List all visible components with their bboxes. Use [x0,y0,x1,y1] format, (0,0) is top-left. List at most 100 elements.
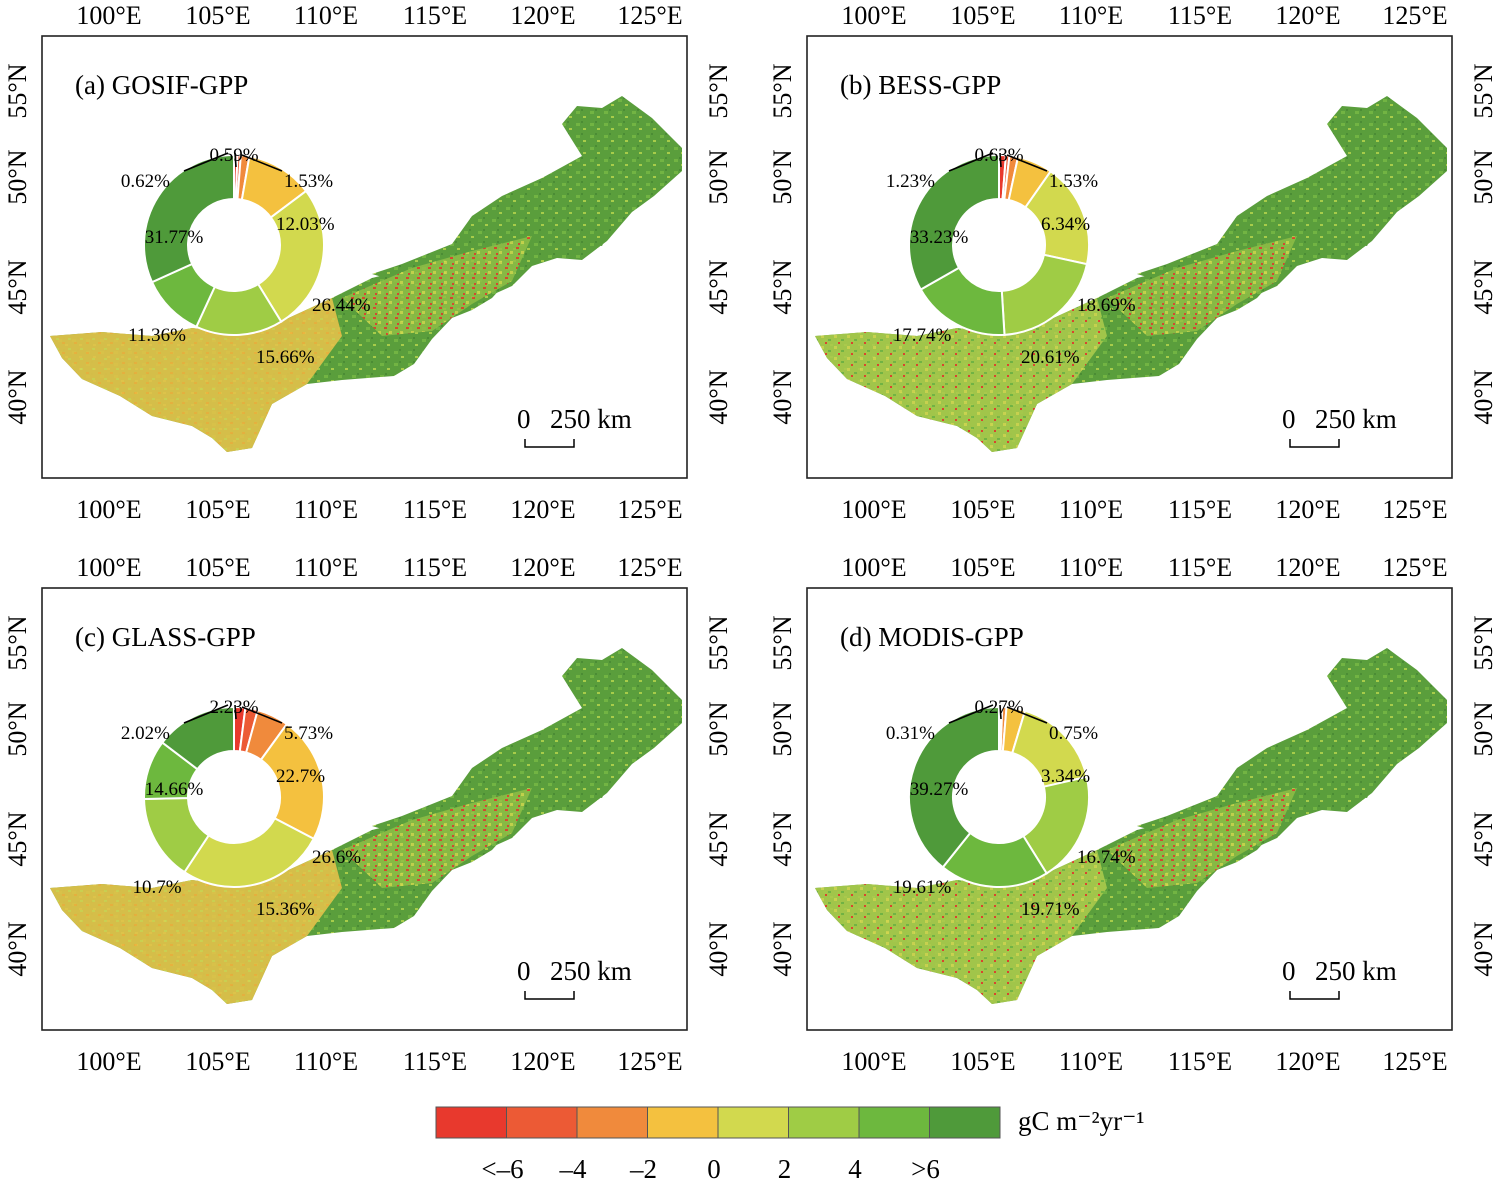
bottom-lon-tick: 110°E [1059,495,1123,524]
right-lat-tick: 45°N [704,811,733,866]
slice-label: 14.66% [145,779,204,800]
right-lat-tick: 50°N [1469,149,1498,204]
colorbar-tick-labels: <–6 –4 –2 0 2 4 >6 [481,1154,939,1183]
study-region-map [50,648,682,1004]
colorbar-swatch [435,1106,507,1139]
slice-label: 17.74% [893,325,952,346]
slice-label: 22.7% [276,766,325,787]
colorbar-swatch [788,1106,860,1139]
right-lat-tick: 55°N [1469,63,1498,118]
bottom-lon-tick: 120°E [510,1047,575,1076]
bottom-lon-tick: 110°E [1059,1047,1123,1076]
colorbar-tick-label: 4 [848,1154,862,1183]
panel-d: 100°E 100°E 105°E 105°E 110°E 110°E 115°E 115°E… [768,553,1498,1076]
left-lat-tick: 50°N [3,149,32,204]
slice-label: 10.7% [132,877,181,898]
right-lat-tick: 40°N [704,369,733,424]
top-lon-tick: 120°E [510,553,575,582]
colorbar-tick-label: –2 [629,1154,657,1183]
left-lat-tick: 55°N [768,615,797,670]
top-lon-tick: 100°E [841,1,906,30]
left-lat-tick: 45°N [3,811,32,866]
colorbar-swatch [717,1106,789,1139]
left-lat-tick: 45°N [768,811,797,866]
bottom-lon-tick: 105°E [950,495,1015,524]
right-lat-tick: 50°N [704,149,733,204]
top-lon-tick: 120°E [1275,553,1340,582]
slice-label: 3.34% [1041,766,1090,787]
slice-label: 18.69% [1077,295,1136,316]
bottom-lon-tick: 105°E [185,1047,250,1076]
slice-label: 15.66% [256,347,315,368]
region-central-steppe [1107,788,1297,888]
region-west-arid [815,850,1107,1004]
right-lat-tick: 40°N [1469,369,1498,424]
region-central-steppe [342,788,532,888]
bottom-lon-tick: 115°E [403,1047,467,1076]
top-lon-tick: 125°E [1382,553,1447,582]
ring-slice-gt6 [143,153,235,284]
bottom-lon-tick: 100°E [841,1047,906,1076]
slice-label: 20.61% [1021,347,1080,368]
left-lat-tick: 40°N [768,921,797,976]
top-lon-tick: 115°E [403,1,467,30]
bottom-lon-tick: 115°E [1168,495,1232,524]
bottom-lon-tick: 125°E [1382,495,1447,524]
scale-bar-label: 250 km [1315,404,1397,434]
bottom-lon-tick: 110°E [294,1047,358,1076]
slice-label: 6.34% [1041,214,1090,235]
colorbar-tick-label: <–6 [481,1154,523,1183]
right-lat-tick: 40°N [704,921,733,976]
scale-bar-label: 250 km [550,956,632,986]
colorbar-swatch [929,1106,1001,1139]
ring-chart: 1.23% 0.63% 1.53% 6.34% 18.69% 20.61% 17.74% 33… [886,145,1136,368]
bottom-lon-tick: 120°E [1275,495,1340,524]
colorbar: <–6 –4 –2 0 2 4 >6 gC m⁻²yr⁻¹ [435,1106,1144,1183]
right-lat-tick: 50°N [1469,701,1498,756]
right-lat-tick: 45°N [1469,259,1498,314]
bottom-lon-tick: 105°E [950,1047,1015,1076]
region-west-arid [50,850,342,1004]
slice-label: 39.27% [910,779,969,800]
slice-leader-line [183,704,229,724]
slice-label: 5.73% [284,723,333,744]
top-lon-tick: 115°E [403,553,467,582]
scale-bar-zero: 0 [1282,404,1296,434]
slice-leader-line [999,152,1002,168]
colorbar-tick-label: 0 [707,1154,721,1183]
slice-leader-line [1006,154,1048,172]
top-lon-tick: 105°E [950,553,1015,582]
slice-label: 2.23% [209,697,258,718]
bottom-lon-tick: 115°E [403,495,467,524]
ring-slice-0-2 [256,189,325,323]
left-lat-tick: 45°N [768,259,797,314]
right-lat-tick: 55°N [704,615,733,670]
top-lon-tick: 110°E [294,553,358,582]
slice-leader-line [241,154,283,172]
bottom-lon-tick: 125°E [617,1047,682,1076]
colorbar-tick-label: –4 [559,1154,588,1183]
colorbar-swatches [435,1106,1001,1139]
slice-label: 0.62% [121,171,170,192]
bottom-lon-tick: 110°E [294,495,358,524]
panel-b: 100°E 100°E 105°E 105°E 110°E 110°E 115°E 115°E… [768,1,1498,524]
left-lat-tick: 50°N [768,149,797,204]
slice-label: 0.63% [974,145,1023,166]
slice-label: 0.27% [974,697,1023,718]
bottom-lon-tick: 115°E [1168,1047,1232,1076]
ring-chart: 0.31% 0.27% 0.75% 3.34% 16.74% 19.71% 19.61% 39… [886,697,1136,920]
bottom-lon-tick: 120°E [510,495,575,524]
slice-label: 15.36% [256,899,315,920]
colorbar-unit: gC m⁻²yr⁻¹ [1018,1106,1144,1136]
top-lon-tick: 125°E [617,1,682,30]
scale-bar-zero: 0 [1282,956,1296,986]
slice-leader-line [234,704,237,720]
top-lon-tick: 100°E [841,553,906,582]
colorbar-tick-label: >6 [911,1154,940,1183]
slice-label: 19.61% [893,877,952,898]
right-lat-tick: 50°N [704,701,733,756]
left-lat-tick: 50°N [3,701,32,756]
slice-label: 16.74% [1077,847,1136,868]
scale-bar-line [1289,991,1340,1000]
colorbar-swatch [506,1106,578,1139]
